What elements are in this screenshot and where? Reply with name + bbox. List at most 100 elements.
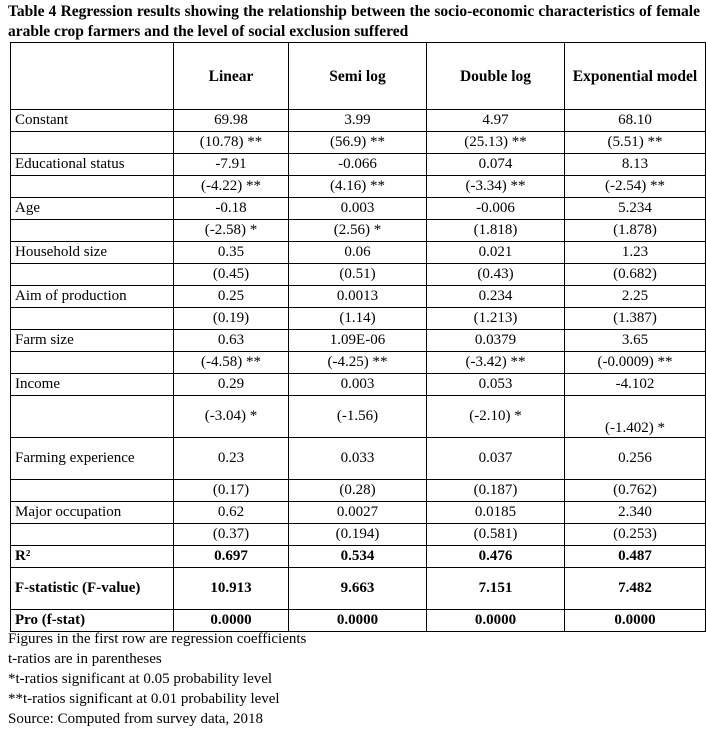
header-row: Linear Semi log Double log Exponential m…: [10, 42, 706, 110]
table-cell: (4.16) **: [288, 175, 427, 198]
header-semi-log: Semi log: [288, 42, 427, 110]
table-cell: (-3.42) **: [426, 351, 565, 374]
row-label: Major occupation: [10, 501, 174, 524]
table-cell: (56.9) **: [288, 131, 427, 154]
table-cell: 68.10: [564, 109, 706, 132]
table-cell: (1.14): [288, 307, 427, 330]
row-label: Aim of production: [10, 285, 174, 308]
table-cell: 7.151: [426, 567, 565, 610]
table-row: Age -0.18 0.003 -0.006 5.234: [10, 197, 706, 220]
table-cell: 1.23: [564, 241, 706, 264]
row-label: Farming experience: [10, 437, 174, 480]
table-cell: (-2.58) *: [173, 219, 289, 242]
table-row: (0.37) (0.194) (0.581) (0.253): [10, 523, 706, 546]
table-cell: (0.682): [564, 263, 706, 286]
table-cell: -4.102: [564, 373, 706, 396]
table-cell: 0.003: [288, 197, 427, 220]
table-row: (0.19) (1.14) (1.213) (1.387): [10, 307, 706, 330]
table-row: (0.17) (0.28) (0.187) (0.762): [10, 479, 706, 502]
table-cell: (-2.10) *: [426, 395, 565, 438]
note: *t-ratios significant at 0.05 probabilit…: [8, 671, 273, 687]
table-cell: (0.19): [173, 307, 289, 330]
table-cell: 69.98: [173, 109, 289, 132]
row-label: Educational status: [10, 153, 174, 176]
row-label: [10, 219, 174, 242]
table-row: R² 0.697 0.534 0.476 0.487: [10, 545, 706, 568]
table-cell: 10.913: [173, 567, 289, 610]
row-label: [10, 263, 174, 286]
table-row: Major occupation 0.62 0.0027 0.0185 2.340: [10, 501, 706, 524]
table-cell: (0.187): [426, 479, 565, 502]
table-caption: Table 4 Regression results showing the r…: [8, 3, 700, 40]
table-cell: (0.17): [173, 479, 289, 502]
table-cell: 0.0000: [426, 609, 565, 632]
table-cell: (1.818): [426, 219, 565, 242]
table-cell: 0.476: [426, 545, 565, 568]
table-cell: 3.99: [288, 109, 427, 132]
table-cell: 0.62: [173, 501, 289, 524]
table-cell: (-4.58) **: [173, 351, 289, 374]
row-label: Age: [10, 197, 174, 220]
table-cell: 0.074: [426, 153, 565, 176]
table-notes: Figures in the first row are regression …: [8, 629, 306, 729]
table-row: Household size 0.35 0.06 0.021 1.23: [10, 241, 706, 264]
table-cell: -7.91: [173, 153, 289, 176]
table-cell: (-1.402) *: [564, 395, 706, 438]
table-cell: (10.78) **: [173, 131, 289, 154]
table-cell: 2.25: [564, 285, 706, 308]
table-cell: 1.09E-06: [288, 329, 427, 352]
table-row: Farming experience 0.23 0.033 0.037 0.256: [10, 437, 706, 480]
table-cell: 0.23: [173, 437, 289, 480]
row-label: [10, 351, 174, 374]
table-cell: (-4.22) **: [173, 175, 289, 198]
row-label: [10, 479, 174, 502]
table-cell: -0.18: [173, 197, 289, 220]
table-cell: 9.663: [288, 567, 427, 610]
table-row: (-4.58) ** (-4.25) ** (-3.42) ** (-0.0009) …: [10, 351, 706, 374]
table-cell: (25.13) **: [426, 131, 565, 154]
row-label: R²: [10, 545, 174, 568]
table-cell: (0.45): [173, 263, 289, 286]
table-cell: (0.51): [288, 263, 427, 286]
table-row: Farm size 0.63 1.09E-06 0.0379 3.65: [10, 329, 706, 352]
row-label: Household size: [10, 241, 174, 264]
row-label: Farm size: [10, 329, 174, 352]
table-row: F-statistic (F-value) 10.913 9.663 7.151 7.4…: [10, 567, 706, 610]
table-cell: 3.65: [564, 329, 706, 352]
row-label: [10, 523, 174, 546]
table-row: Aim of production 0.25 0.0013 0.234 2.25: [10, 285, 706, 308]
table-cell: (2.56) *: [288, 219, 427, 242]
table-row: (-2.58) * (2.56) * (1.818) (1.878): [10, 219, 706, 242]
table-cell: (1.213): [426, 307, 565, 330]
table-row: Income 0.29 0.003 0.053 -4.102: [10, 373, 706, 396]
table-cell: 0.0027: [288, 501, 427, 524]
note: Figures in the first row are regression …: [8, 631, 307, 647]
table-cell: (-2.54) **: [564, 175, 706, 198]
table-row: (-4.22) ** (4.16) ** (-3.34) ** (-2.54) **: [10, 175, 706, 198]
table-row: (-3.04) * (-1.56) (-2.10) * (-1.402) *: [10, 395, 706, 438]
table-cell: 0.63: [173, 329, 289, 352]
table-cell: 0.487: [564, 545, 706, 568]
header-empty: [10, 42, 174, 110]
header-linear: Linear: [173, 42, 289, 110]
table-cell: 0.06: [288, 241, 427, 264]
table-cell: 0.0000: [564, 609, 706, 632]
table-cell: 4.97: [426, 109, 565, 132]
table-cell: 0.0379: [426, 329, 565, 352]
row-label: Pro (f-stat): [10, 609, 174, 632]
table-cell: (0.194): [288, 523, 427, 546]
row-label: Income: [10, 373, 174, 396]
row-label: Constant: [10, 109, 174, 132]
table-cell: (5.51) **: [564, 131, 706, 154]
table-cell: 0.003: [288, 373, 427, 396]
table-cell: 0.0185: [426, 501, 565, 524]
table-cell: -0.006: [426, 197, 565, 220]
table-row: Educational status -7.91 -0.066 0.074 8.13: [10, 153, 706, 176]
regression-table: Linear Semi log Double log Exponential m…: [10, 42, 706, 632]
table-cell: (-0.0009) **: [564, 351, 706, 374]
header-double-log: Double log: [426, 42, 565, 110]
table-cell: 0.0000: [288, 609, 427, 632]
table-cell: 7.482: [564, 567, 706, 610]
table-cell: (0.762): [564, 479, 706, 502]
table-cell: (-3.34) **: [426, 175, 565, 198]
